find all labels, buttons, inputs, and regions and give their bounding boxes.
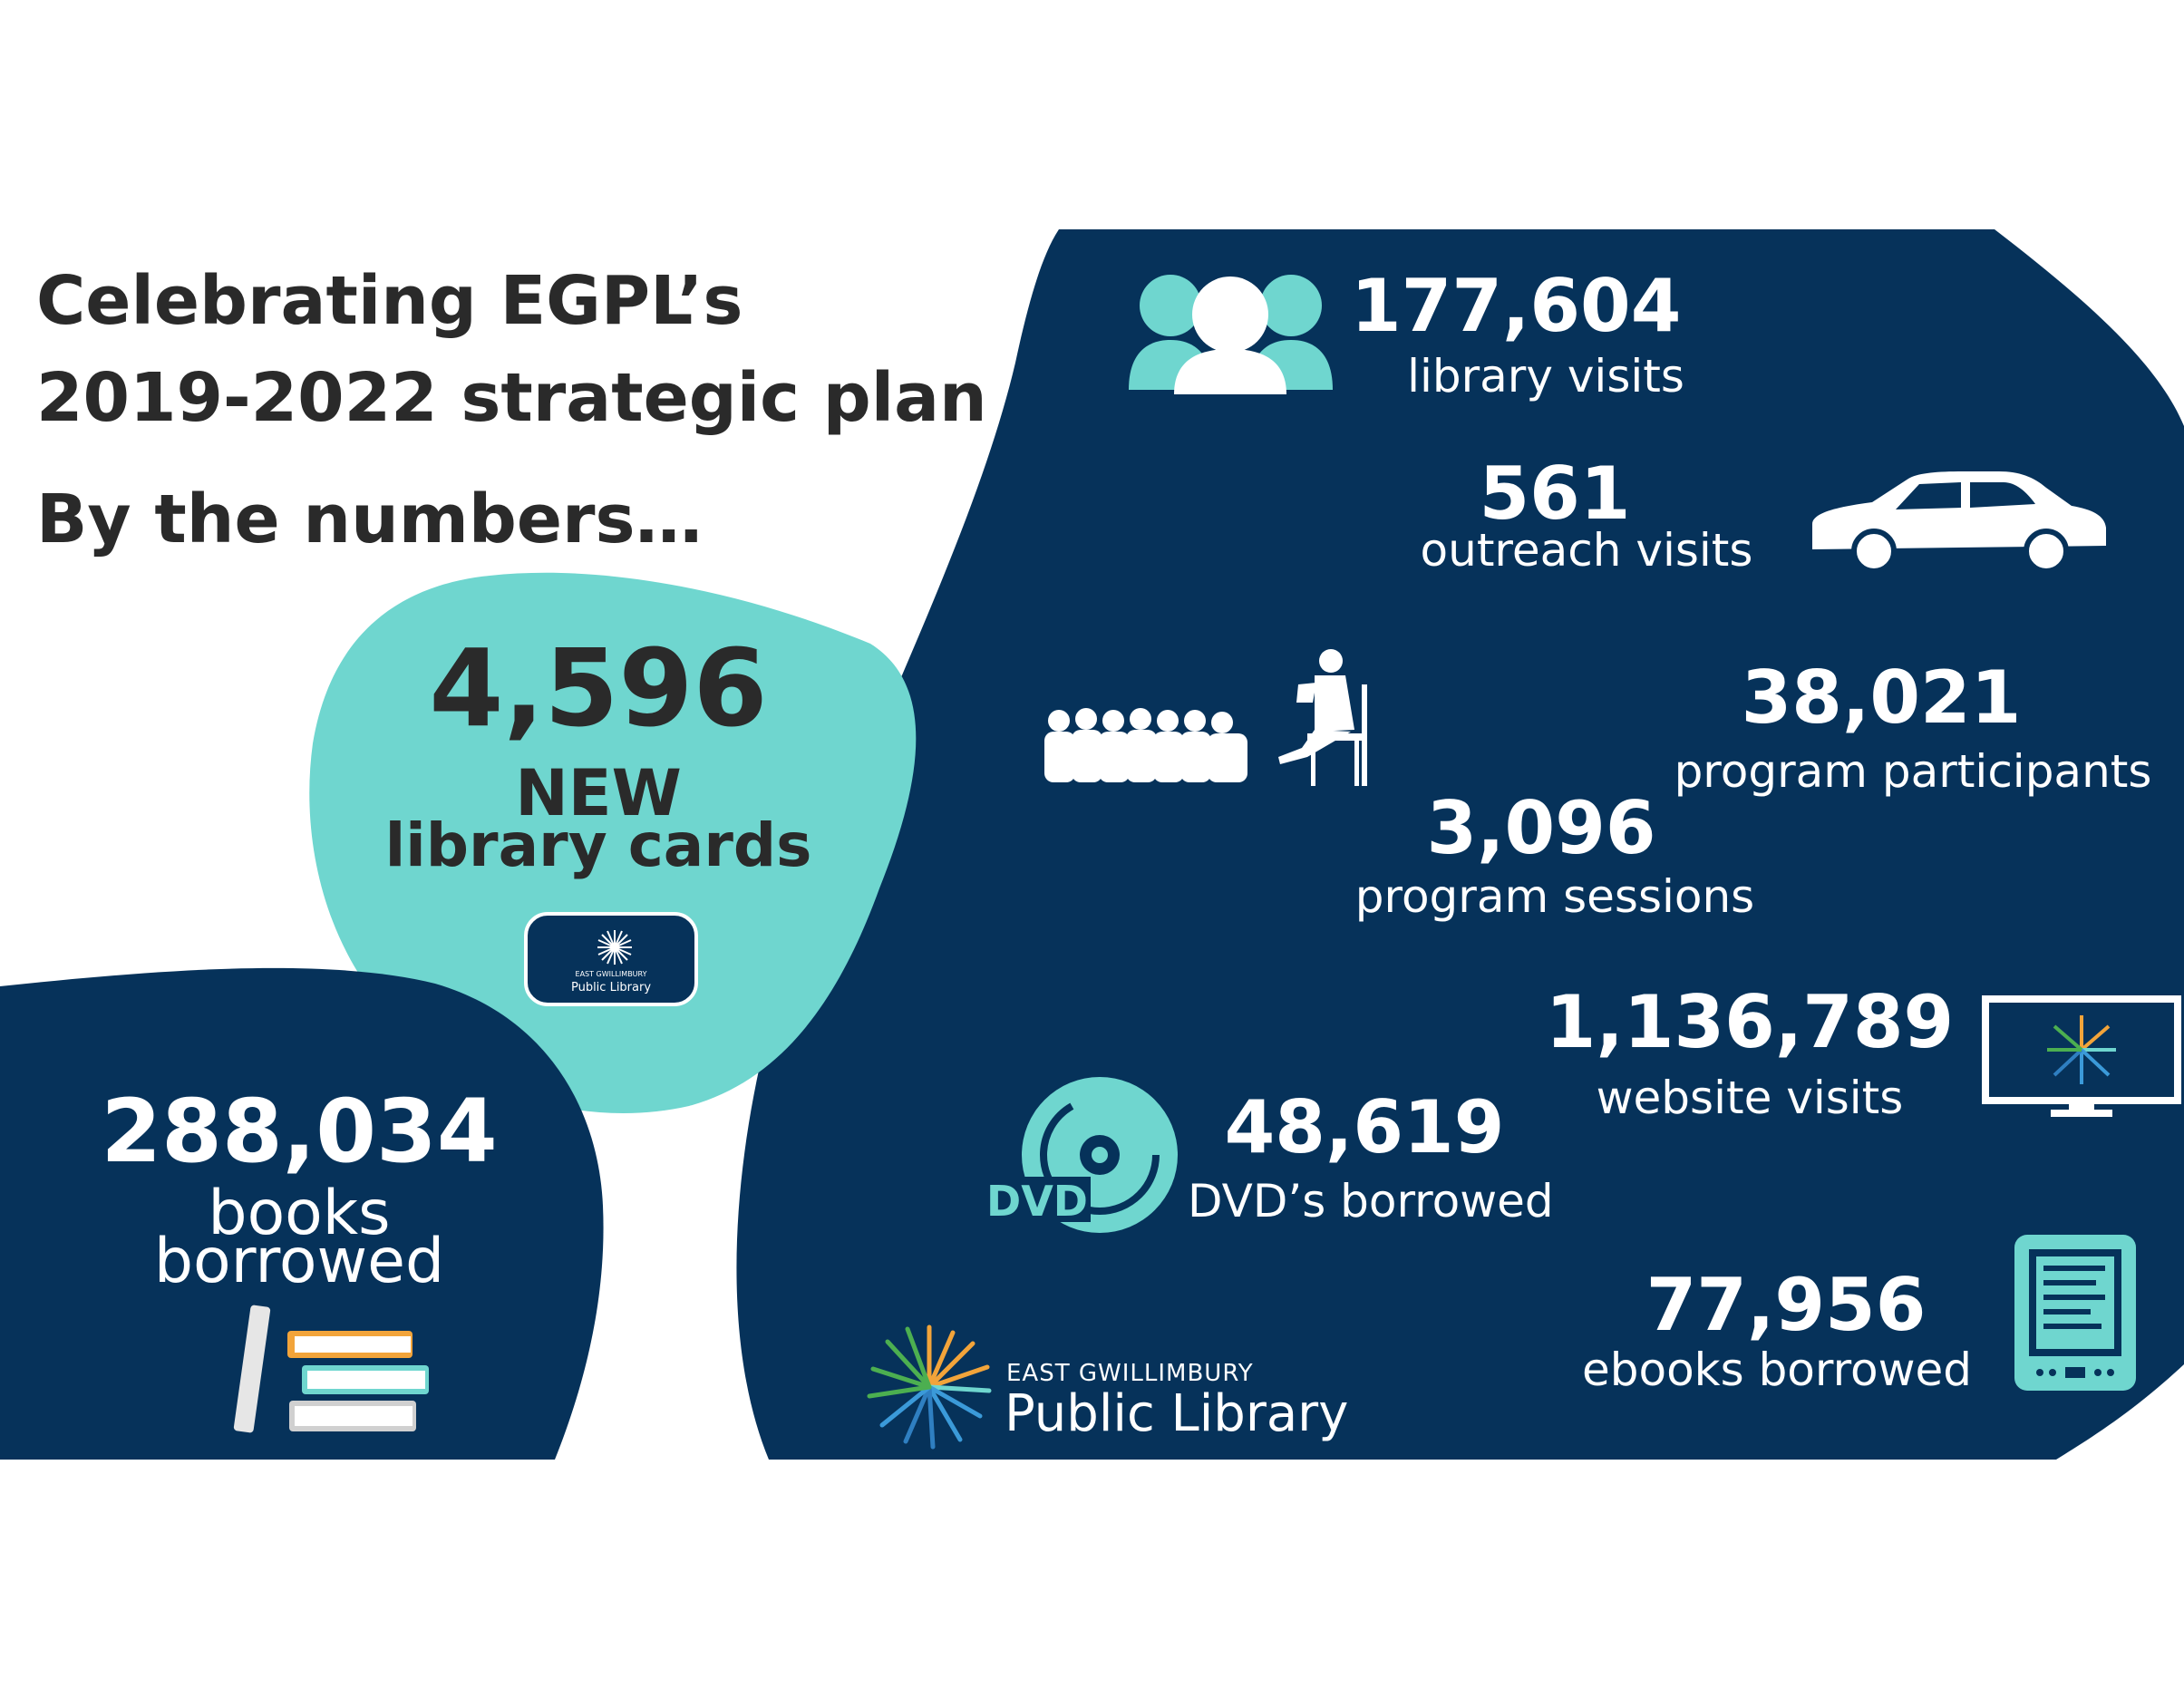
stat-outreach-visits-label: outreach visits bbox=[1420, 524, 1753, 577]
stat-website-visits-value: 1,136,789 bbox=[1545, 980, 1955, 1064]
stat-books-label-line1: books bbox=[208, 1178, 391, 1249]
books-icon bbox=[233, 1305, 429, 1433]
navy-blob-left bbox=[0, 967, 604, 1460]
stat-library-visits-value: 177,604 bbox=[1351, 264, 1682, 348]
monitor-icon bbox=[1982, 995, 2181, 1117]
stat-books-label-line2: borrowed bbox=[153, 1226, 445, 1297]
library-card-icon: EAST GWILLIMBURY Public Library bbox=[524, 912, 698, 1006]
page-title-line2: 2019-2022 strategic plan bbox=[36, 359, 987, 437]
stat-library-cards-label-new: NEW bbox=[515, 756, 682, 830]
stat-ebooks-value: 77,956 bbox=[1645, 1263, 1927, 1347]
logo-line2: Public Library bbox=[1005, 1384, 1349, 1443]
monitor-starburst-icon bbox=[2047, 1015, 2116, 1084]
teal-blob bbox=[309, 572, 917, 1113]
card-logo-line2: Public Library bbox=[570, 981, 652, 994]
starburst-logo-icon bbox=[867, 1324, 992, 1450]
stat-dvds-label: DVD’s borrowed bbox=[1188, 1175, 1554, 1227]
stat-dvds-value: 48,619 bbox=[1224, 1085, 1505, 1169]
stat-library-cards-label: library cards bbox=[384, 810, 812, 880]
car-icon bbox=[1812, 471, 2106, 573]
dvd-icon-label: DVD bbox=[986, 1177, 1088, 1226]
page-title-line1: Celebrating EGPL’s bbox=[36, 262, 743, 340]
stat-library-cards-value: 4,596 bbox=[429, 626, 768, 751]
people-icon bbox=[1129, 275, 1333, 394]
page-subtitle: By the numbers… bbox=[36, 480, 703, 558]
stat-ebooks-label: ebooks borrowed bbox=[1581, 1344, 1973, 1396]
stat-program-sessions-value: 3,096 bbox=[1426, 786, 1656, 870]
logo-line1: EAST GWILLIMBURY bbox=[1006, 1360, 1254, 1387]
card-logo-line1: EAST GWILLIMBURY bbox=[575, 970, 647, 978]
stat-program-participants-label: program participants bbox=[1674, 745, 2152, 798]
stat-outreach-visits-value: 561 bbox=[1479, 451, 1631, 536]
stat-website-visits-label: website visits bbox=[1596, 1072, 1904, 1124]
ereader-icon bbox=[2014, 1235, 2136, 1391]
card-starburst-icon bbox=[597, 930, 632, 965]
stat-program-participants-value: 38,021 bbox=[1741, 655, 2022, 740]
stat-books-value: 288,034 bbox=[101, 1081, 498, 1182]
stat-program-sessions-label: program sessions bbox=[1354, 870, 1755, 923]
stat-library-visits-label: library visits bbox=[1407, 350, 1684, 403]
storytime-icon bbox=[1044, 649, 1367, 786]
dvd-icon bbox=[984, 1077, 1178, 1233]
